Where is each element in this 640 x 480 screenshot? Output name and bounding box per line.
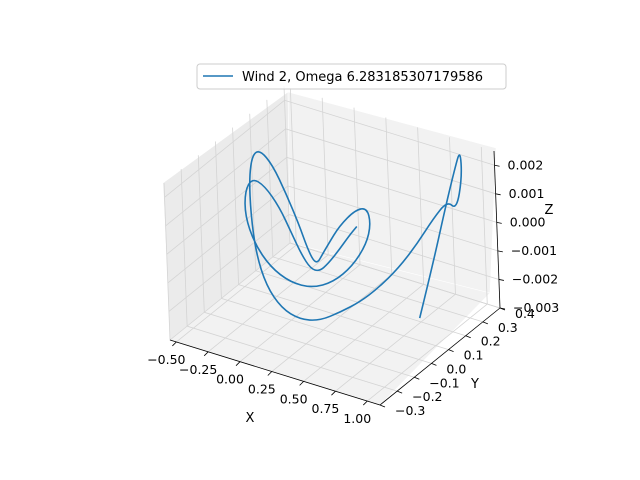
z-axis-line	[493, 150, 501, 309]
y-tick-mark	[465, 335, 471, 339]
x-tick-label: −0.25	[179, 362, 217, 377]
z-tick-label: −0.001	[511, 243, 557, 258]
y-tick-mark	[448, 349, 454, 352]
y-axis-line	[379, 307, 501, 406]
y-axis-label: Y	[470, 377, 479, 392]
y-tick-mark	[379, 404, 386, 408]
x-axis-line	[169, 339, 381, 406]
x-tick-label: 0.75	[312, 401, 340, 416]
x-tick-labels: −0.50−0.250.00 0.25 0.50 0.751.00	[147, 352, 371, 426]
z-grid-line	[168, 214, 500, 312]
y-tick-label: 0.2	[481, 334, 501, 349]
legend-label: Wind 2, Omega 6.283185307179586	[242, 70, 483, 85]
x-tick-mark	[299, 381, 304, 386]
y-tick-label: −0.2	[412, 389, 442, 404]
z-grid-line	[164, 99, 495, 198]
z-tick-label: 0.002	[508, 157, 544, 172]
y-tick-label: −0.1	[429, 375, 459, 390]
grid-lines	[163, 85, 501, 406]
x-tick-mark	[362, 400, 368, 406]
x-tick-mark	[267, 371, 273, 376]
y-tick-label: 0.4	[515, 306, 535, 321]
z-tick-mark	[495, 193, 501, 196]
y-tick-label: 0.1	[464, 348, 484, 363]
z-tick-label: 0.001	[509, 186, 545, 201]
z-grid-line	[165, 128, 496, 227]
x-tick-label: −0.50	[147, 352, 185, 367]
y-tick-label: 0.0	[446, 361, 466, 376]
z-tick-label: −0.002	[512, 271, 558, 286]
z-axis-label: Z	[545, 203, 554, 218]
x-tick-label: 0.00	[216, 372, 244, 387]
z-tick-mark	[494, 164, 500, 167]
legend-box	[196, 63, 507, 90]
z-tick-label: 0.000	[510, 214, 546, 229]
y-tick-mark	[396, 390, 403, 394]
axis-edges	[169, 150, 501, 406]
y-tick-label: −0.3	[395, 403, 425, 418]
z-tick-mark	[496, 221, 502, 224]
series-line-0	[244, 151, 463, 321]
x-tick-mark	[172, 341, 177, 347]
y-tick-mark	[414, 376, 420, 380]
y-tick-mark	[431, 363, 437, 366]
x-tick-mark	[235, 361, 241, 366]
z-tick-labels: −0.003 −0.002 −0.001 0.000 0.001 0.002	[508, 157, 560, 315]
series-layer	[244, 151, 463, 321]
z-tick-label: −0.003	[513, 300, 559, 315]
z-tick-mark	[499, 307, 506, 310]
z-tick-mark	[498, 279, 504, 281]
z-grid-line	[166, 156, 497, 255]
legend: Wind 2, Omega 6.283185307179586	[196, 63, 507, 90]
z-grid-line	[169, 242, 501, 341]
x-tick-label: 1.00	[343, 411, 371, 426]
z-tick-mark	[497, 250, 503, 253]
z-grid-line	[167, 185, 498, 284]
tick-marks	[172, 164, 506, 408]
x-tick-mark	[203, 351, 209, 357]
x-tick-label: 0.25	[248, 382, 276, 397]
y-tick-label: 0.3	[498, 320, 518, 335]
y-tick-labels: −0.3−0.2−0.10.00.10.20.30.4	[395, 306, 535, 418]
x-tick-label: 0.50	[280, 391, 308, 406]
x-axis-label: X	[246, 411, 255, 426]
x-tick-mark	[331, 390, 336, 396]
y-tick-mark	[482, 321, 489, 325]
